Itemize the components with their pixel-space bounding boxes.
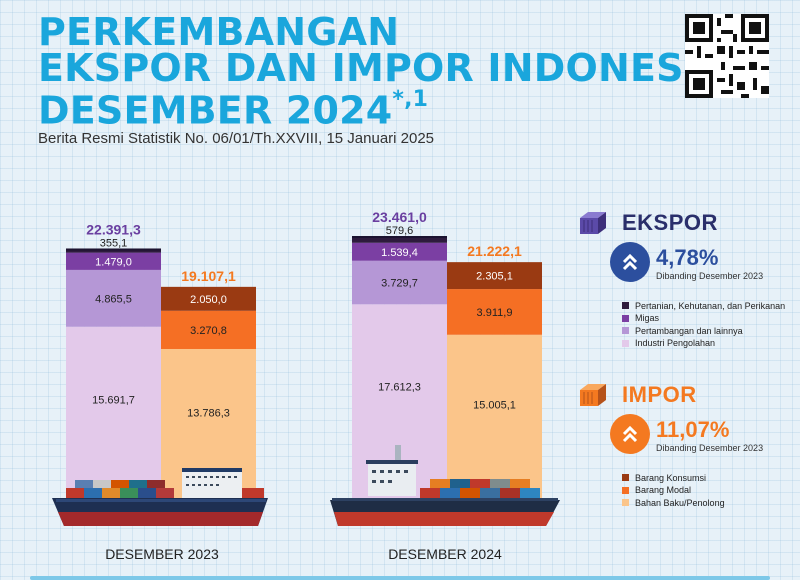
bar-segment-ekspor-1-1 (352, 260, 447, 305)
ekspor-title: EKSPOR (622, 210, 718, 235)
data-label: 1.479,0 (95, 256, 132, 268)
legend-swatch (622, 474, 629, 481)
legend-item: Bahan Baku/Penolong (622, 497, 725, 508)
legend-item: Industri Pengolahan (622, 338, 785, 349)
ekspor-legend: EKSPOR 4,78% Dibanding Desember 2023 Per… (578, 210, 798, 360)
bar-segment-ekspor-0-1 (66, 269, 161, 327)
bar-segment-ekspor-0-2 (66, 252, 161, 270)
page-title: PERKEMBANGAN EKSPOR DAN IMPOR INDONESIA … (38, 10, 728, 130)
legend-swatch (622, 302, 629, 309)
legend-label: Bahan Baku/Penolong (635, 497, 725, 508)
container-cube-ekspor-icon (580, 212, 606, 234)
data-label: 2.050,0 (190, 294, 227, 306)
legend-label: Pertanian, Kehutanan, dan Perikanan (635, 300, 786, 311)
legend-swatch (622, 499, 629, 506)
ship-2024-icon (330, 445, 560, 526)
title-line-3: DESEMBER 2024*,1 (38, 86, 728, 130)
legend-label: Barang Modal (635, 485, 692, 495)
bottom-strip (30, 576, 770, 580)
legend-label: Industri Pengolahan (635, 338, 716, 348)
impor-comparison: Dibanding Desember 2023 (656, 443, 764, 453)
bar-top-cap (66, 248, 161, 251)
legend-swatch (622, 314, 629, 322)
title-line-2: EKSPOR DAN IMPOR INDONESIA (38, 46, 728, 90)
category-label-2024: DESEMBER 2024 (388, 546, 502, 562)
double-chevron-up-icon (610, 242, 650, 282)
bar-segment-impor-0-1 (161, 310, 256, 349)
legend-item: Barang Konsumsi (622, 472, 725, 483)
data-label: 4.865,5 (95, 293, 132, 305)
legend-item: Migas (622, 313, 785, 324)
double-chevron-up-icon (610, 414, 650, 454)
ship-2023-icon (52, 468, 268, 526)
bar-segment-impor-0-2 (161, 286, 256, 311)
impor-percent: 11,07% (656, 417, 730, 442)
bar-segment-ekspor-1-3 (352, 236, 447, 243)
title-footnote-mark: *,1 (392, 87, 429, 112)
legend-label: Migas (635, 313, 660, 323)
ekspor-legend-list: Pertanian, Kehutanan, dan Perikanan Miga… (622, 300, 785, 350)
data-label: 3.270,8 (190, 325, 227, 337)
total-label: 22.391,3 (86, 221, 141, 237)
impor-legend-list: Barang Konsumsi Barang Modal Bahan Baku/… (622, 472, 725, 510)
legend-item: Barang Modal (622, 485, 725, 496)
legend-swatch (622, 486, 629, 494)
impor-legend: IMPOR 11,07% Dibanding Desember 2023 Bar… (578, 382, 798, 512)
bar-segment-ekspor-1-2 (352, 242, 447, 261)
data-label: 15.691,7 (92, 395, 135, 407)
category-label-2023: DESEMBER 2023 (105, 546, 219, 562)
title-line-1: PERKEMBANGAN (38, 10, 400, 54)
data-label: 13.786,3 (187, 408, 230, 420)
legend-item: Pertambangan dan lainnya (622, 325, 785, 336)
data-label: 3.729,7 (381, 278, 418, 290)
bar-segment-ekspor-0-3 (66, 248, 161, 253)
bar-top-cap (352, 236, 447, 238)
data-label: 17.612,3 (378, 382, 421, 394)
subtitle: Berita Resmi Statistik No. 06/01/Th.XXVI… (38, 130, 435, 147)
data-label: 1.539,4 (381, 247, 418, 259)
legend-swatch (622, 327, 629, 334)
bar-segment-ekspor-0-0 (66, 326, 161, 510)
ekspor-percent: 4,78% (656, 245, 719, 270)
legend-swatch (622, 339, 629, 347)
qr-code-icon (685, 14, 769, 98)
bar-segment-impor-1-2 (447, 262, 542, 290)
container-cube-impor-icon (580, 384, 606, 406)
data-label: 579,6 (386, 225, 414, 237)
title-line-3-text: DESEMBER 2024 (38, 88, 393, 133)
legend-label: Pertambangan dan lainnya (635, 325, 743, 336)
total-label: 23.461,0 (372, 209, 427, 225)
data-label: 2.305,1 (476, 271, 513, 283)
bar-segment-impor-1-1 (447, 289, 542, 335)
legend-label: Barang Konsumsi (635, 472, 707, 483)
total-label: 19.107,1 (181, 268, 236, 284)
ekspor-comparison: Dibanding Desember 2023 (656, 271, 764, 281)
total-label: 21.222,1 (467, 243, 522, 259)
impor-title: IMPOR (622, 382, 697, 407)
data-label: 15.005,1 (473, 399, 516, 411)
data-label: 3.911,9 (477, 307, 513, 319)
data-label: 355,1 (100, 237, 128, 249)
legend-item: Pertanian, Kehutanan, dan Perikanan (622, 300, 785, 311)
